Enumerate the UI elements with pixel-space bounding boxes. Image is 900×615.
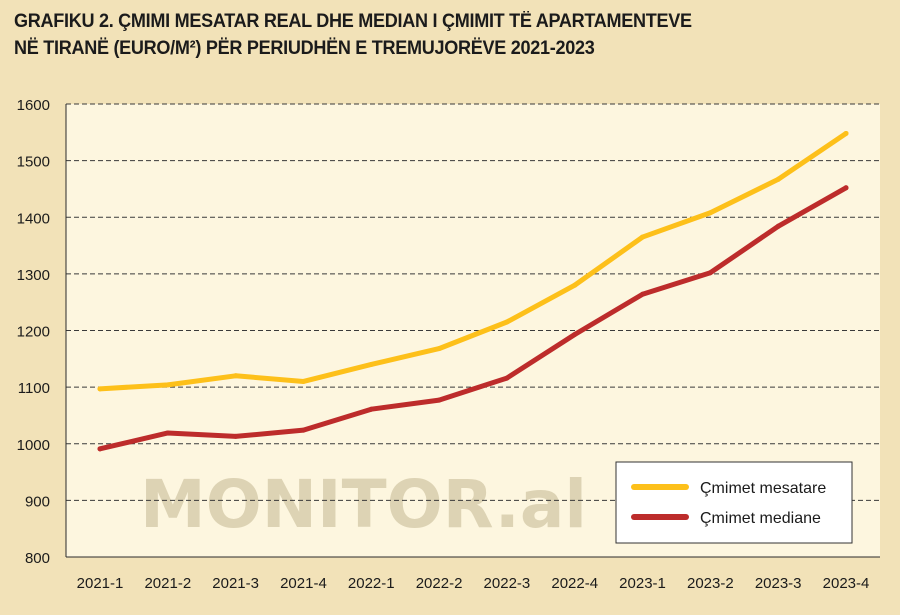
legend: Çmimet mesatare Çmimet mediane [615, 461, 853, 544]
data-point [775, 223, 781, 229]
y-tick-label: 1300 [17, 267, 50, 284]
chart-title: GRAFIKU 2. ÇMIMI MESATAR REAL DHE MEDIAN… [14, 8, 841, 62]
data-point [436, 346, 442, 352]
y-tick-label: 1100 [18, 380, 50, 397]
x-tick-label: 2021-3 [212, 575, 259, 592]
x-tick-label: 2023-1 [619, 575, 666, 592]
legend-label-mesatare: Çmimet mesatare [700, 480, 826, 497]
data-point [707, 270, 713, 276]
data-point [504, 319, 510, 325]
x-tick-label: 2023-4 [823, 575, 870, 592]
y-tick-label: 800 [25, 550, 50, 567]
series-lines [97, 130, 849, 452]
data-point [572, 282, 578, 288]
watermark: MONITOR.al [140, 466, 587, 543]
data-point [165, 430, 171, 436]
y-tick-label: 900 [25, 493, 50, 510]
data-point [97, 446, 103, 452]
data-point [436, 397, 442, 403]
data-point [97, 386, 103, 392]
y-axis: 800 900 1000 1100 1200 1300 1400 1500 1600 [17, 97, 880, 567]
data-point [640, 291, 646, 297]
chart-title-line-1: GRAFIKU 2. ÇMIMI MESATAR REAL DHE MEDIAN… [14, 11, 692, 32]
data-point [572, 331, 578, 337]
chart-title-line-2: NË TIRANË (EURO/M²) PËR PERIUDHËN E TREM… [14, 38, 595, 59]
data-point [707, 210, 713, 216]
x-tick-label: 2021-1 [77, 575, 124, 592]
y-tick-label: 1400 [17, 210, 50, 227]
data-point [640, 234, 646, 240]
x-tick-label: 2022-2 [416, 575, 463, 592]
data-point [504, 375, 510, 381]
data-point [300, 378, 306, 384]
data-point [233, 433, 239, 439]
x-tick-label: 2023-3 [755, 575, 802, 592]
data-point [368, 406, 374, 412]
data-point [300, 427, 306, 433]
x-axis: 2021-1 2021-2 2021-3 2021-4 2022-1 2022-2 2022… [77, 575, 870, 592]
y-tick-label: 1500 [17, 154, 50, 171]
data-point [368, 361, 374, 367]
y-tick-label: 1000 [17, 437, 50, 454]
x-tick-label: 2022-1 [348, 575, 395, 592]
y-tick-label: 1600 [17, 97, 50, 114]
x-tick-label: 2021-4 [280, 575, 327, 592]
legend-label-mediane: Çmimet mediane [700, 510, 821, 527]
legend-box [615, 461, 853, 544]
data-point [843, 185, 849, 191]
x-tick-label: 2023-2 [687, 575, 734, 592]
data-point [843, 130, 849, 136]
y-tick-label: 1200 [17, 324, 50, 341]
x-tick-label: 2021-2 [144, 575, 191, 592]
series-line-mediane [97, 185, 849, 452]
x-tick-label: 2022-4 [551, 575, 598, 592]
series-line-mesatare [97, 130, 849, 392]
x-tick-label: 2022-3 [484, 575, 531, 592]
data-point [775, 176, 781, 182]
data-point [233, 373, 239, 379]
data-point [165, 382, 171, 388]
